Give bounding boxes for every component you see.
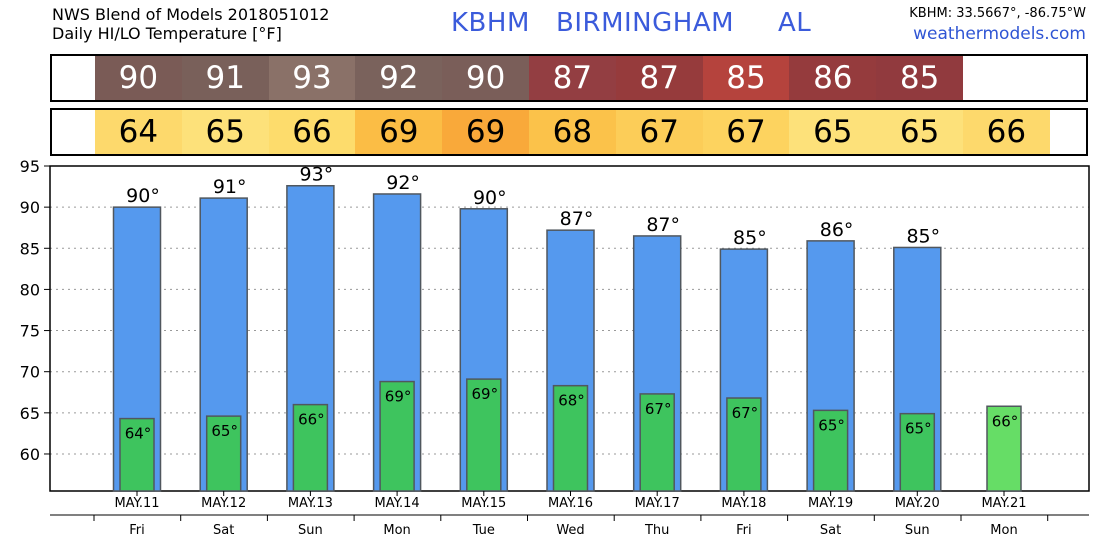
date-label: MAY.18 [721,496,766,511]
high-temp-cell: 90 [442,56,529,100]
high-temp-label: 87° [646,214,680,236]
day-label: Sun [298,523,323,538]
high-temp-cell: 93 [268,56,356,100]
high-temp-cell: 86 [789,56,877,100]
high-temp-cell: 87 [615,56,703,100]
low-temp-cell: 67 [615,110,703,154]
high-temp-label: 90° [473,187,507,209]
low-temp-cell: 64 [95,110,182,154]
low-temperature-strip: 64 65 66 69 69 68 67 67 65 65 66 [50,108,1088,156]
low-temp-label: 69° [472,385,499,403]
y-tick-label: 95 [20,157,40,176]
low-temp-bar [726,397,762,492]
day-label: Thu [644,523,669,538]
high-temp-label: 85° [906,225,940,247]
low-temp-label: 67° [645,400,672,418]
low-temp-label: 67° [732,404,759,422]
low-temp-cell: 67 [702,110,790,154]
low-temp-bar [639,393,675,492]
day-label: Tue [472,523,495,538]
low-temp-label: 65° [211,422,238,440]
low-temp-label: 64° [125,425,152,443]
chart-source-title: NWS Blend of Models 2018051012 Daily HI/… [52,5,329,43]
low-temp-bar [899,412,936,492]
low-temp-cell: 65 [181,110,269,154]
high-temp-cell: 91 [181,56,269,100]
day-label: Mon [383,523,410,538]
high-temp-label: 90° [126,185,160,207]
y-tick-label: 60 [20,445,40,464]
low-temp-label: 66° [992,412,1019,430]
date-label: MAY.11 [114,496,159,511]
station-name: BIRMINGHAM [556,8,735,38]
y-tick-label: 75 [20,322,40,341]
low-temp-label: 68° [558,392,585,410]
y-tick-label: 80 [20,280,40,299]
low-temp-cell: 66 [963,110,1050,154]
day-label: Wed [556,523,584,538]
station-coordinates: KBHM: 33.5667°, -86.75°W [909,6,1086,21]
low-temp-label: 66° [298,411,325,429]
high-temp-label: 91° [213,176,247,198]
low-temp-cell: 68 [529,110,616,154]
variable-title: Daily HI/LO Temperature [°F] [52,24,282,43]
high-temp-cell: 85 [702,56,790,100]
high-temp-label: 86° [820,219,854,241]
day-label: Sat [213,523,234,538]
high-temp-label: 92° [386,172,420,194]
date-label: MAY.21 [981,496,1026,511]
date-label: MAY.14 [375,496,420,511]
date-label: MAY.19 [808,496,853,511]
low-temp-cell: 65 [876,110,963,154]
high-temp-label: 87° [560,208,594,230]
day-label: Sat [820,523,841,538]
low-temp-bar [812,409,849,492]
date-label: MAY.15 [461,496,506,511]
high-temp-cell: 90 [95,56,182,100]
day-label: Sun [905,523,930,538]
day-label: Fri [129,523,145,538]
high-temp-cell: 85 [876,56,963,100]
date-label: MAY.20 [895,496,940,511]
day-label: Mon [990,523,1017,538]
low-temp-cell: 66 [268,110,356,154]
low-temp-label: 65° [818,416,845,434]
date-label: MAY.17 [635,496,680,511]
high-temp-cell: 92 [355,56,443,100]
day-label: Fri [736,523,752,538]
low-temp-bar [552,384,589,492]
station-id: KBHM [451,8,530,38]
model-run-title: NWS Blend of Models 2018051012 [52,5,330,24]
low-temp-bar [466,378,502,492]
low-temp-bar [379,380,415,492]
high-temp-label: 93° [300,164,334,186]
high-temp-cell: 87 [529,56,616,100]
y-tick-label: 90 [20,198,40,217]
low-temp-cell: 65 [789,110,877,154]
low-temp-cell: 69 [355,110,443,154]
high-temp-label: 85° [733,227,767,249]
low-temp-label: 65° [905,420,932,438]
low-temp-bar [205,415,242,492]
high-temperature-strip: 90 91 93 92 90 87 87 85 86 85 [50,54,1088,102]
low-temp-label: 69° [385,388,412,406]
date-label: MAY.13 [288,496,333,511]
low-temp-bar [292,403,329,492]
y-tick-label: 70 [20,363,40,382]
low-temp-cell: 69 [442,110,529,154]
station-state: AL [778,8,812,38]
temperature-bar-chart: 60 65 70 75 80 85 90 95 90° 64° MAY.11 Fri 91° 65° MAY… [20,157,1090,538]
y-tick-label: 85 [20,239,40,258]
website-link[interactable]: weathermodels.com [913,24,1086,44]
y-tick-label: 65 [20,404,40,423]
date-label: MAY.12 [201,496,246,511]
low-temp-bar [986,405,1022,492]
date-label: MAY.16 [548,496,593,511]
